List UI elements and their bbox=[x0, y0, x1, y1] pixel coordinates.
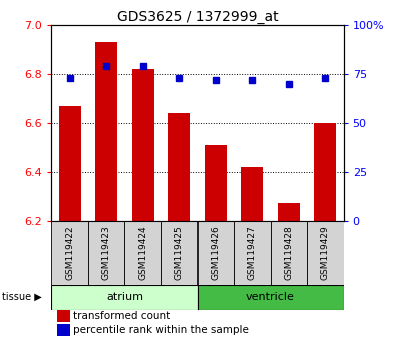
Title: GDS3625 / 1372999_at: GDS3625 / 1372999_at bbox=[117, 10, 278, 24]
Text: GSM119426: GSM119426 bbox=[211, 226, 220, 280]
Text: percentile rank within the sample: percentile rank within the sample bbox=[73, 325, 249, 335]
Text: GSM119423: GSM119423 bbox=[102, 226, 111, 280]
Text: atrium: atrium bbox=[106, 292, 143, 302]
Bar bbox=[198, 285, 344, 310]
Text: GSM119428: GSM119428 bbox=[284, 226, 293, 280]
Bar bbox=[95, 42, 117, 221]
Text: tissue ▶: tissue ▶ bbox=[2, 292, 42, 302]
Bar bbox=[205, 145, 227, 221]
Text: GSM119427: GSM119427 bbox=[248, 226, 257, 280]
Bar bbox=[132, 69, 154, 221]
Text: GSM119425: GSM119425 bbox=[175, 226, 184, 280]
Text: GSM119429: GSM119429 bbox=[321, 226, 330, 280]
Bar bbox=[198, 221, 234, 285]
Bar bbox=[57, 310, 70, 322]
Bar bbox=[241, 167, 263, 221]
Bar bbox=[278, 204, 300, 221]
Bar bbox=[59, 105, 81, 221]
Bar bbox=[88, 221, 124, 285]
Bar bbox=[271, 221, 307, 285]
Bar bbox=[57, 324, 70, 336]
Bar bbox=[51, 285, 198, 310]
Bar bbox=[314, 123, 336, 221]
Text: transformed count: transformed count bbox=[73, 311, 171, 321]
Text: GSM119422: GSM119422 bbox=[65, 226, 74, 280]
Bar bbox=[124, 221, 161, 285]
Text: ventricle: ventricle bbox=[246, 292, 295, 302]
Bar bbox=[161, 221, 198, 285]
Text: GSM119424: GSM119424 bbox=[138, 226, 147, 280]
Bar bbox=[234, 221, 271, 285]
Bar bbox=[307, 221, 344, 285]
Bar bbox=[51, 221, 88, 285]
Bar bbox=[168, 113, 190, 221]
